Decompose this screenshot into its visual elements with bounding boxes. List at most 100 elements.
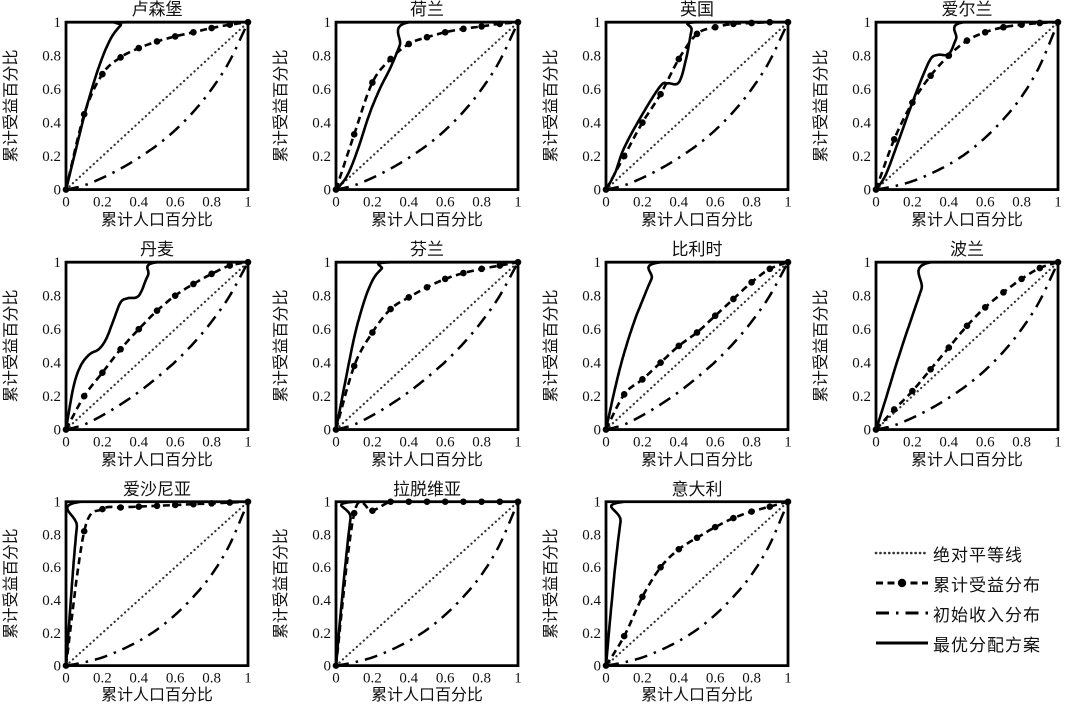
- x-tick-label: 0: [602, 435, 609, 451]
- chart-cell-8: 波兰 0 0 0.2 0.2 0.4 0.4 0.6 0.6 0.8 0.8 1 1 累计人口百分比 累计受…: [810, 240, 1080, 480]
- x-tick-label: 1: [784, 195, 791, 211]
- chart-cell-11: 意大利 0 0 0.2 0.2 0.4 0.4 0.6 0.6 0.8 0.8 1 1 累计人口百分比 累计…: [540, 480, 810, 715]
- y-tick-label: 0: [593, 659, 601, 675]
- chart-svg-7: 比利时 00 0.2 0.2 0.4 0.4 0.6 0.6 0.8 0.8 1 1 累计人口百分比 累计…: [542, 240, 792, 469]
- y-tick-label: 0: [53, 659, 61, 675]
- y-tick-label: 0.8: [582, 528, 601, 544]
- y-tick-label: 0.6: [312, 560, 331, 576]
- benefit-marker: [909, 99, 916, 106]
- chart-svg-10: 拉脱维亚 00 0.2 0.2 0.4 0.4 0.6 0.6 0.8 0.8 1 1 累计人口百分比 累…: [272, 480, 522, 704]
- solid-line-icon: [876, 641, 928, 645]
- legend-item-benefit: 累计受益分布: [874, 572, 1080, 595]
- benefit-marker: [387, 55, 394, 63]
- y-tick-label: 0.8: [852, 49, 871, 65]
- x-tick-label: 0.8: [472, 195, 491, 211]
- y-tick-label: 0.4: [852, 116, 871, 132]
- benefit-marker: [135, 325, 143, 333]
- y-tick-label: 1: [593, 495, 601, 511]
- x-tick-label: 0: [602, 670, 610, 686]
- benefit-marker: [711, 523, 719, 531]
- benefit-marker: [620, 152, 628, 160]
- x-tick-label: 0.8: [742, 435, 761, 451]
- legend-item-income: 初始收入分布: [874, 602, 1080, 625]
- income-curve: [335, 21, 520, 191]
- benefit-marker: [99, 505, 106, 513]
- y-axis-label: 累计受益百分比: [2, 528, 20, 638]
- y-tick-label: 0.2: [852, 149, 871, 165]
- benefit-marker: [190, 280, 197, 288]
- x-tick-label: 0.2: [633, 435, 652, 451]
- y-tick-label: 0.4: [852, 356, 871, 372]
- benefit-marker: [657, 359, 664, 366]
- plot-frame: [334, 260, 520, 431]
- x-tick-label: 0.8: [202, 195, 221, 211]
- y-tick-label: 1: [594, 15, 601, 31]
- x-axis-label: 累计人口百分比: [641, 211, 753, 229]
- benefit-marker: [675, 545, 683, 553]
- plot-frame: [64, 500, 250, 668]
- equality-line: [604, 500, 790, 667]
- y-tick-label: 0.8: [312, 289, 331, 305]
- y-tick-label: 0.6: [582, 322, 601, 338]
- x-tick-label: 0.8: [472, 670, 491, 686]
- plot-frame: [334, 500, 520, 668]
- benefit-marker: [657, 90, 664, 98]
- x-axis-label: 累计人口百分比: [101, 451, 213, 469]
- benefit-marker: [711, 23, 719, 31]
- benefit-marker: [730, 514, 737, 522]
- income-curve: [875, 21, 1060, 191]
- chart-title: 丹麦: [140, 240, 174, 259]
- y-axis-label: 累计受益百分比: [272, 49, 290, 162]
- benefit-marker: [639, 376, 646, 383]
- y-tick-label: 0.6: [312, 322, 331, 338]
- x-tick-label: 1: [784, 435, 791, 451]
- x-tick-label: 0: [332, 195, 339, 211]
- benefit-marker: [190, 28, 197, 36]
- y-tick-label: 0.4: [312, 356, 331, 372]
- benefit-marker: [1018, 275, 1025, 283]
- chart-cell-10: 拉脱维亚 0 0 0.2 0.2 0.4 0.4 0.6 0.6 0.8 0.8 1 1 累计人口百分比 累…: [270, 480, 540, 715]
- chart-cell-6: 芬兰 0 0 0.2 0.2 0.4 0.4 0.6 0.6 0.8 0.8 1 1 累计人口百分比 累计受…: [270, 240, 540, 480]
- benefit-marker: [478, 265, 485, 273]
- benefit-marker: [963, 37, 971, 44]
- income-curve: [875, 261, 1060, 431]
- benefit-marker: [748, 508, 755, 515]
- benefit-marker: [675, 55, 683, 63]
- chart-title: 拉脱维亚: [393, 480, 461, 499]
- y-tick-label: 0.8: [582, 289, 601, 305]
- equality-line: [64, 21, 250, 191]
- benefit-marker: [963, 322, 971, 330]
- benefit-marker: [153, 38, 161, 45]
- y-tick-label: 0: [323, 659, 331, 675]
- plot-frame: [604, 20, 790, 191]
- y-tick-label: 0: [594, 423, 601, 439]
- legend-label-equality: 绝对平等线: [933, 545, 1023, 565]
- chart-cell-1: 卢森堡 0 0 0.2 0.2 0.4 0.4 0.6 0.6 0.8 0.8 1 1 累计人口百分比 累计…: [0, 0, 270, 240]
- y-tick-label: 0.4: [312, 116, 331, 132]
- benefit-marker: [369, 507, 376, 514]
- x-tick-label: 0: [602, 195, 609, 211]
- y-tick-label: 0.2: [312, 149, 331, 165]
- benefit-marker: [1000, 23, 1007, 31]
- benefit-marker: [748, 278, 755, 286]
- optimal-curve: [874, 260, 1058, 430]
- y-axis-label: 累计受益百分比: [2, 49, 20, 162]
- x-tick-label: 1: [244, 435, 251, 451]
- benefit-marker: [171, 292, 179, 299]
- benefit-marker: [620, 391, 628, 398]
- legend-label-optimal: 最优分配方案: [933, 635, 1041, 655]
- benefit-marker: [675, 342, 683, 350]
- y-tick-label: 0: [864, 183, 871, 199]
- y-tick-label: 0.6: [42, 322, 61, 338]
- x-axis-label: 累计人口百分比: [371, 686, 483, 704]
- x-tick-label: 0.2: [363, 670, 382, 686]
- chart-title: 芬兰: [410, 240, 444, 259]
- chart-cell-9: 爱沙尼亚 0 0 0.2 0.2 0.4 0.4 0.6 0.6 0.8 0.8 1 1 累计人口百分比 累…: [0, 480, 270, 715]
- x-tick-label: 0.6: [436, 435, 455, 451]
- dashed-marker-line-icon: [876, 578, 928, 588]
- y-tick-label: 0: [324, 423, 331, 439]
- y-tick-label: 0.6: [852, 322, 871, 338]
- y-tick-label: 0.6: [42, 560, 61, 576]
- x-tick-label: 0.2: [633, 670, 652, 686]
- x-tick-label: 0.6: [706, 670, 725, 686]
